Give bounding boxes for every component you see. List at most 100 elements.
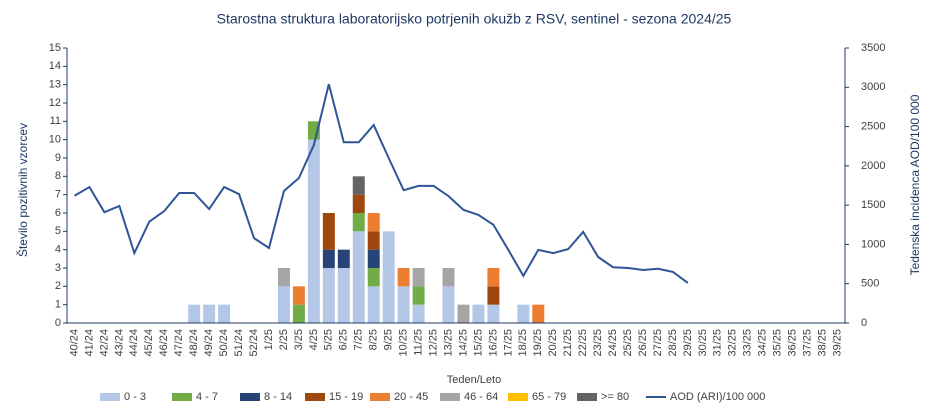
x-tick-label: 28/25: [667, 329, 679, 357]
legend-swatch: [240, 393, 260, 401]
bar-segment: [367, 231, 380, 250]
bar-segment: [397, 286, 410, 323]
y2-tick-label: 500: [861, 278, 879, 290]
y-tick-label: 6: [55, 207, 61, 219]
bar-segment: [382, 231, 395, 323]
x-tick-label: 24/25: [607, 329, 619, 357]
bar-segment: [412, 304, 425, 323]
x-tick-label: 50/24: [218, 329, 230, 357]
x-tick-label: 44/24: [128, 329, 140, 357]
y-tick-label: 11: [50, 115, 61, 127]
legend-label: AOD (ARI)/100 000: [670, 391, 765, 403]
bar-segment: [412, 286, 425, 305]
bar-segment: [487, 268, 500, 287]
bar-segment: [352, 176, 365, 195]
bar-segment: [337, 268, 350, 323]
x-tick-label: 47/24: [173, 329, 185, 357]
y2-tick-label: 1500: [861, 199, 885, 211]
y2-tick-label: 0: [861, 317, 867, 329]
bar-segment: [277, 286, 290, 323]
x-tick-label: 34/25: [757, 329, 769, 357]
y-tick-label: 8: [55, 170, 61, 182]
bar-segment: [352, 213, 365, 232]
y-tick-label: 13: [49, 79, 61, 91]
legend-swatch: [305, 393, 325, 401]
x-tick-label: 8/25: [368, 329, 380, 350]
bar-segment: [337, 249, 350, 268]
bar-segment: [517, 304, 530, 323]
x-tick-label: 29/25: [682, 329, 694, 357]
legend-swatch: [508, 393, 528, 401]
x-tick-label: 49/24: [203, 329, 215, 357]
bar-segment: [397, 268, 410, 287]
bar-segment: [292, 304, 305, 323]
x-tick-label: 4/25: [308, 329, 320, 350]
y2-tick-label: 3500: [861, 42, 885, 54]
x-tick-label: 20/25: [547, 329, 559, 357]
x-tick-label: 26/25: [637, 329, 649, 357]
x-tick-label: 31/25: [712, 329, 724, 357]
legend-label: 15 - 19: [329, 391, 363, 403]
y-axis-title: Število pozitivnih vzorcev: [15, 123, 30, 257]
x-tick-label: 40/24: [68, 329, 80, 357]
y2-tick-label: 2000: [861, 160, 885, 172]
bar-segment: [352, 231, 365, 323]
x-tick-label: 17/25: [502, 329, 514, 357]
x-tick-label: 36/25: [787, 329, 799, 357]
x-tick-label: 21/25: [562, 329, 574, 357]
bar-segment: [472, 304, 485, 323]
y2-tick-label: 3000: [861, 81, 885, 93]
y-tick-label: 7: [55, 189, 61, 201]
y-tick-label: 4: [55, 244, 61, 256]
bar-segment: [203, 304, 216, 323]
bar-segment: [487, 304, 500, 323]
bar-segment: [277, 268, 290, 287]
x-tick-label: 37/25: [802, 329, 814, 357]
y-tick-label: 3: [55, 262, 61, 274]
x-tick-label: 38/25: [816, 329, 828, 357]
y-tick-label: 12: [49, 97, 61, 109]
y-tick-label: 15: [49, 42, 61, 54]
x-tick-label: 2/25: [278, 329, 290, 350]
y-tick-label: 10: [49, 134, 61, 146]
x-axis-title: Teden/Leto: [447, 374, 501, 386]
x-tick-label: 43/24: [113, 329, 125, 357]
x-tick-label: 11/25: [413, 329, 425, 356]
x-tick-label: 1/25: [263, 329, 275, 350]
x-tick-label: 27/25: [652, 329, 664, 357]
legend-label: >= 80: [601, 391, 629, 403]
y-tick-label: 14: [49, 60, 61, 72]
x-tick-label: 35/25: [772, 329, 784, 357]
y2-tick-label: 2500: [861, 120, 885, 132]
bar-segment: [322, 249, 335, 268]
x-tick-label: 23/25: [592, 329, 604, 357]
legend-label: 20 - 45: [394, 391, 428, 403]
bar-segment: [367, 213, 380, 232]
bar-segment: [352, 194, 365, 213]
x-tick-label: 51/24: [233, 329, 245, 357]
legend-swatch: [577, 393, 597, 401]
x-tick-label: 41/24: [83, 329, 95, 357]
x-tick-label: 18/25: [517, 329, 529, 357]
legend-swatch: [100, 393, 120, 401]
x-tick-label: 30/25: [697, 329, 709, 357]
x-tick-label: 33/25: [742, 329, 754, 357]
x-tick-label: 19/25: [532, 329, 544, 357]
x-tick-label: 46/24: [158, 329, 170, 357]
bar-segment: [487, 286, 500, 305]
x-tick-label: 12/25: [427, 329, 439, 357]
x-tick-label: 39/25: [831, 329, 843, 357]
y2-tick-label: 1000: [861, 238, 885, 250]
legend-label: 4 - 7: [196, 391, 218, 403]
x-tick-label: 14/25: [457, 329, 469, 357]
y-tick-label: 2: [55, 280, 61, 292]
legend-swatch: [172, 393, 192, 401]
x-tick-label: 52/24: [248, 329, 260, 357]
bar-segment: [367, 286, 380, 323]
y2-axis-title: Tedenska incidenca AOD/100 000: [908, 94, 922, 275]
x-tick-label: 7/25: [353, 329, 365, 350]
legend-swatch: [370, 393, 390, 401]
y-tick-label: 1: [55, 299, 61, 311]
x-tick-label: 45/24: [143, 329, 155, 357]
